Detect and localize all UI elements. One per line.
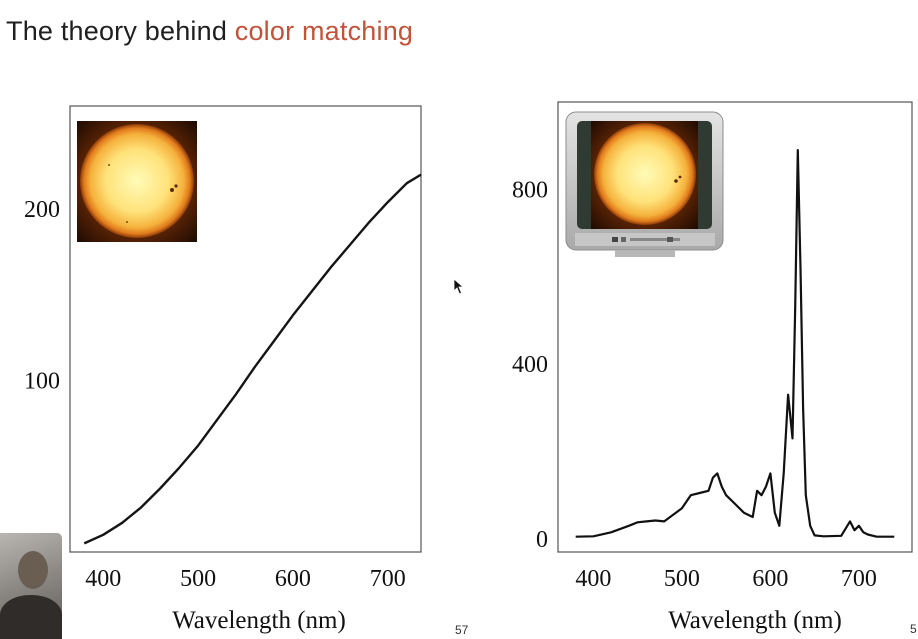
sun-spectrum-line bbox=[83, 173, 422, 545]
tv-spectrum-line bbox=[575, 149, 895, 538]
left-x-axis-title: Wavelength (nm) bbox=[172, 607, 346, 634]
left-x-tick-label: 400 bbox=[85, 566, 121, 592]
right-x-tick-label: 600 bbox=[752, 566, 788, 592]
presenter-head bbox=[18, 551, 48, 589]
right-y-tick-label: 0 bbox=[536, 527, 548, 553]
tv-spectrum-chart: 400 500 600 700 0 400 800 Wavelength (nm) bbox=[512, 101, 913, 634]
slide-title-accent: color matching bbox=[234, 16, 414, 46]
page-number: 57 bbox=[455, 623, 469, 637]
right-x-tick-label: 700 bbox=[841, 566, 877, 592]
right-y-tick-label: 800 bbox=[512, 177, 548, 203]
right-plot-frame bbox=[557, 101, 913, 553]
sun-photo-icon bbox=[77, 121, 197, 242]
right-y-tick-label: 400 bbox=[512, 352, 548, 378]
slide-title-plain: The theory behind bbox=[6, 16, 235, 46]
left-x-tick-label: 600 bbox=[275, 566, 311, 592]
right-x-axis-title: Wavelength (nm) bbox=[668, 607, 842, 634]
next-page-number-fragment: 5 bbox=[910, 622, 917, 636]
presenter-webcam-thumbnail bbox=[0, 533, 62, 639]
left-x-tick-label: 500 bbox=[180, 566, 216, 592]
presenter-shoulders bbox=[0, 595, 62, 639]
sun-spectrum-chart: 400 500 600 700 100 200 Wavelength (nm) bbox=[24, 105, 422, 634]
slide-title: The theory behind color matching bbox=[6, 16, 413, 47]
left-y-tick-label: 100 bbox=[24, 369, 60, 395]
tv-with-sun-photo-icon bbox=[565, 111, 724, 257]
left-x-tick-label: 700 bbox=[370, 566, 406, 592]
left-plot-frame bbox=[69, 105, 422, 553]
mouse-cursor-icon bbox=[453, 278, 465, 300]
left-y-tick-label: 200 bbox=[24, 197, 60, 223]
right-x-tick-label: 500 bbox=[664, 566, 700, 592]
right-x-tick-label: 400 bbox=[575, 566, 611, 592]
